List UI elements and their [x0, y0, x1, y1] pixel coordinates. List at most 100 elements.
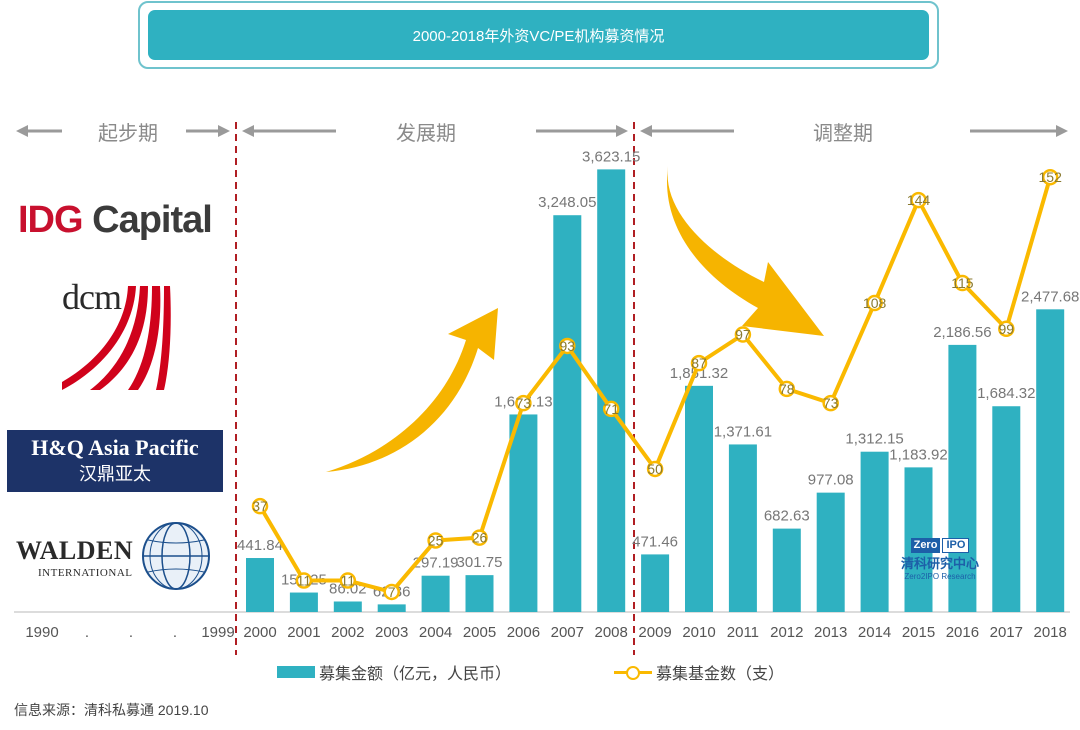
zero2ipo-badge-right: IPO	[942, 538, 970, 553]
bar	[685, 385, 713, 612]
x-tick-label: 2015	[902, 624, 935, 641]
trend-arrow-down-icon	[666, 166, 824, 336]
x-tick-label: 2000	[243, 624, 276, 641]
period-arrow-left-icon	[640, 125, 734, 137]
line-value-label: 11	[297, 573, 312, 589]
bar	[333, 601, 362, 612]
zero2ipo-en: Zero2IPO Research	[904, 572, 976, 581]
line-point	[866, 294, 883, 312]
idg-logo-part2: Capital	[82, 199, 213, 241]
line-point	[646, 460, 664, 478]
chart-title: 2000-2018年外资VC/PE机构募资情况	[148, 10, 929, 60]
bar-value-label: 1,684.32	[977, 385, 1035, 402]
dcm-stripes-icon	[62, 286, 171, 390]
bar-value-label: 297.19	[413, 555, 459, 572]
line-point	[295, 572, 313, 589]
line-value-label: 25	[428, 532, 444, 548]
bar	[597, 169, 626, 612]
dcm-logo-text: dcm	[62, 277, 122, 317]
bar-value-label: 2,477.68	[1021, 288, 1079, 305]
period-arrow-right-icon	[186, 125, 230, 137]
x-tick-label: 2009	[638, 624, 671, 641]
bar-value-label: 301.75	[457, 554, 503, 571]
line-point	[822, 394, 839, 412]
legend-line-swatch	[614, 666, 652, 680]
trend-arrow-up-icon	[326, 308, 498, 472]
walden-logo-sub: INTERNATIONAL	[38, 567, 133, 579]
line-value-label: 97	[735, 327, 751, 343]
line-value-label: 37	[252, 498, 268, 514]
bar	[728, 444, 757, 612]
bar	[553, 215, 582, 612]
x-tick-label: 2013	[814, 624, 847, 641]
bar	[377, 604, 406, 612]
x-tick-label: 2018	[1034, 624, 1067, 641]
line-point	[383, 583, 400, 601]
line-point	[602, 400, 620, 418]
bar-value-label: 441.84	[237, 537, 283, 554]
period-arrow-right-icon	[536, 125, 628, 137]
idg-capital-logo: IDG Capital	[18, 198, 213, 242]
line-point	[910, 191, 927, 209]
line-point	[998, 320, 1015, 338]
bar-value-label: 1,312.15	[845, 431, 903, 448]
line-value-label: 50	[647, 461, 663, 477]
hq-logo-cn: 汉鼎亚太	[79, 464, 151, 484]
line-value-label: 73	[516, 395, 532, 411]
bar	[772, 528, 801, 612]
x-tick-label: 2011	[727, 624, 759, 641]
bar	[948, 344, 977, 612]
bar-value-label: 682.63	[764, 508, 810, 525]
x-prefix-label: .	[129, 624, 133, 641]
walden-international-logo: WALDEN INTERNATIONAL	[16, 536, 133, 580]
line-value-label: 93	[560, 338, 576, 354]
x-tick-label: 2003	[375, 624, 408, 641]
zero2ipo-cn: 清科研究中心	[900, 556, 979, 571]
x-tick-label: 2005	[463, 624, 496, 641]
hq-asia-pacific-logo: H&Q Asia Pacific 汉鼎亚太	[7, 430, 223, 492]
title-box: 2000-2018年外资VC/PE机构募资情况	[138, 1, 939, 69]
x-tick-label: 2016	[946, 624, 979, 641]
bar	[246, 558, 274, 612]
bar	[641, 554, 670, 612]
line-value-label: 99	[999, 321, 1015, 337]
line-point	[427, 532, 444, 549]
bar	[421, 575, 450, 612]
bar	[1036, 309, 1065, 612]
x-tick-label: 2004	[419, 624, 452, 641]
walden-logo-name: WALDEN	[16, 536, 134, 565]
legend-bar-label: 募集金额（亿元，人民币）	[319, 666, 512, 683]
bar	[860, 451, 889, 612]
bar-value-label: 3,623.15	[582, 148, 640, 165]
line-value-label: 144	[907, 192, 931, 208]
x-tick-label: 2001	[287, 624, 320, 641]
line-value-label: 87	[691, 355, 707, 371]
line-value-label: 7	[388, 584, 396, 600]
legend-bar-swatch	[277, 666, 315, 678]
legend-line: 募集基金数（支）	[614, 659, 784, 685]
line-value-label: 11	[341, 573, 356, 589]
line-value-label: 73	[823, 395, 839, 411]
x-prefix-label: .	[85, 624, 89, 641]
legend-bar: 募集金额（亿元，人民币）	[277, 659, 511, 685]
line-point	[339, 572, 357, 589]
period-arrow-right-icon	[970, 125, 1068, 137]
line-value-label: 152	[1039, 169, 1063, 185]
bar-value-label: 3,248.05	[538, 194, 596, 211]
line-point	[515, 394, 532, 412]
line-point	[778, 380, 796, 398]
x-tick-label: 2014	[858, 624, 891, 641]
x-tick-label: 2010	[682, 624, 715, 641]
line-value-label: 115	[951, 275, 974, 291]
line-point	[471, 529, 488, 546]
bar	[509, 414, 538, 612]
x-tick-label: 2008	[595, 624, 628, 641]
bar-value-label: 1,371.61	[714, 423, 772, 440]
bar-value-label: 1,851.32	[670, 365, 728, 382]
zero2ipo-badge-left: Zero	[910, 538, 941, 553]
bar	[816, 492, 845, 612]
bar-value-label: 471.46	[632, 533, 678, 550]
x-prefix-label: 1999	[201, 624, 234, 641]
line-point	[690, 354, 708, 372]
source-note: 信息来源：清科私募通 2019.10	[14, 702, 209, 718]
